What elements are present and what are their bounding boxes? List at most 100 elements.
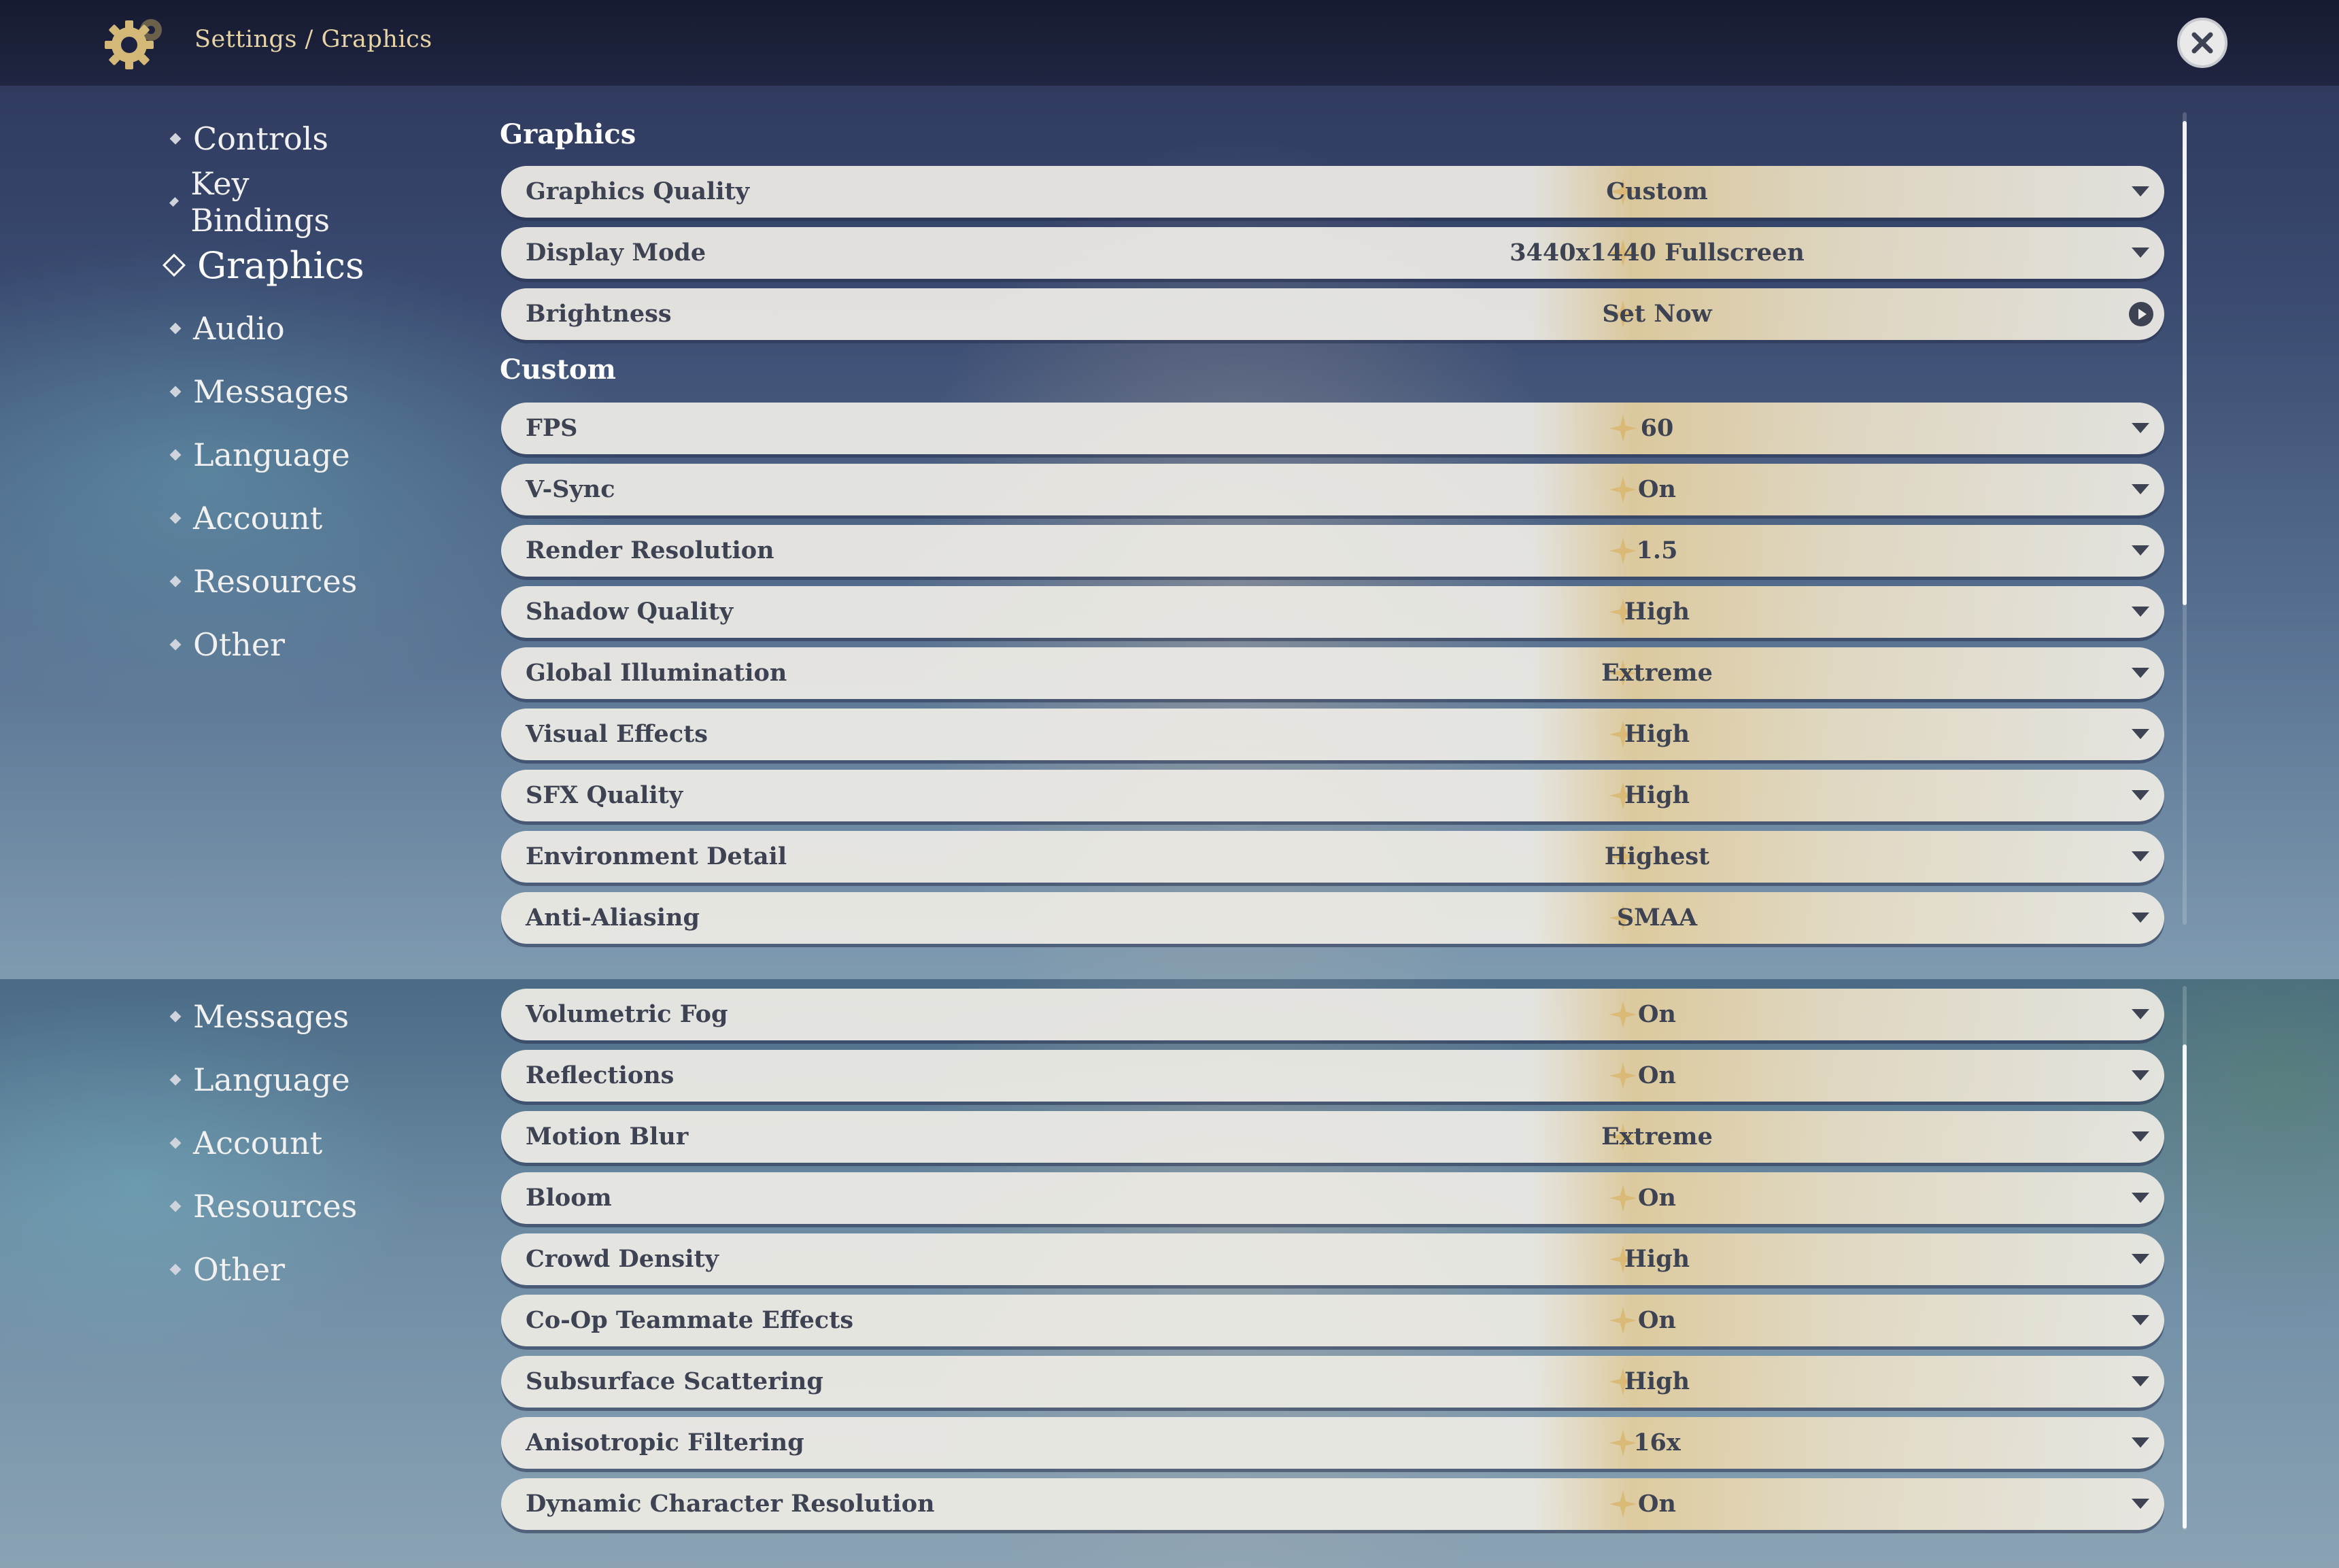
scrollbar-thumb[interactable]	[2183, 1044, 2187, 1529]
setting-value-dropdown[interactable]: High	[1624, 1245, 1690, 1273]
setting-row-fps[interactable]: FPS 60	[501, 403, 2164, 454]
chevron-down-icon[interactable]	[2132, 851, 2149, 862]
diamond-icon	[169, 638, 182, 651]
setting-row-global-illumination[interactable]: Global Illumination Extreme	[501, 647, 2164, 699]
sidebar-item-resources[interactable]: Resources	[169, 558, 358, 605]
chevron-down-icon[interactable]	[2132, 1070, 2149, 1080]
sidebar-item-account[interactable]: Account	[169, 1119, 322, 1167]
chevron-down-icon[interactable]	[2132, 790, 2149, 800]
sidebar-item-other[interactable]: Other	[169, 1246, 285, 1293]
diamond-icon	[169, 512, 182, 524]
setting-value-dropdown[interactable]: On	[1638, 1490, 1676, 1518]
setting-row-anti-aliasing[interactable]: Anti-Aliasing SMAA	[501, 892, 2164, 944]
setting-value-dropdown[interactable]: High	[1624, 720, 1690, 748]
setting-row-sfx-quality[interactable]: SFX Quality High	[501, 770, 2164, 821]
sidebar-item-controls[interactable]: Controls	[169, 115, 328, 163]
chevron-down-icon[interactable]	[2132, 1376, 2149, 1386]
setting-row-co-op-teammate-effects[interactable]: Co-Op Teammate Effects On	[501, 1295, 2164, 1346]
setting-label: Crowd Density	[526, 1245, 719, 1273]
sidebar-item-other[interactable]: Other	[169, 621, 286, 668]
sparkle-icon	[1609, 1307, 1637, 1334]
breadcrumb: Settings / Graphics	[194, 26, 432, 53]
chevron-down-icon[interactable]	[2132, 1193, 2149, 1203]
setting-row-crowd-density[interactable]: Crowd Density High	[501, 1233, 2164, 1285]
chevron-down-icon[interactable]	[2132, 607, 2149, 617]
setting-value-dropdown[interactable]: SMAA	[1616, 904, 1698, 932]
sidebar-item-messages[interactable]: Messages	[169, 368, 349, 415]
setting-value-dropdown[interactable]: High	[1624, 781, 1690, 809]
sparkle-icon	[1609, 660, 1637, 687]
chevron-down-icon[interactable]	[2132, 1009, 2149, 1019]
settings-window-bottom: Messages Language Account Resources Othe…	[0, 979, 2339, 1568]
sidebar-item-account[interactable]: Account	[169, 494, 323, 542]
setting-row-dynamic-character-resolution[interactable]: Dynamic Character Resolution On	[501, 1478, 2164, 1530]
setting-value-dropdown[interactable]: Extreme	[1601, 659, 1713, 687]
setting-value-dropdown[interactable]: Highest	[1604, 842, 1710, 870]
sidebar-item-language[interactable]: Language	[169, 431, 350, 479]
sidebar-item-language[interactable]: Language	[169, 1056, 350, 1104]
scrollbar-thumb[interactable]	[2183, 121, 2187, 605]
sparkle-icon	[1609, 1123, 1637, 1151]
setting-value-dropdown[interactable]: 16x	[1633, 1429, 1681, 1456]
chevron-down-icon[interactable]	[2132, 484, 2149, 494]
sidebar-item-label: Other	[193, 626, 286, 663]
setting-row-subsurface-scattering[interactable]: Subsurface Scattering High	[501, 1356, 2164, 1408]
chevron-down-icon[interactable]	[2132, 668, 2149, 678]
set-now-button[interactable]: Set Now	[1602, 300, 1712, 328]
setting-value-dropdown[interactable]: 60	[1640, 414, 1674, 442]
chevron-down-icon[interactable]	[2132, 913, 2149, 923]
chevron-down-icon[interactable]	[2132, 1254, 2149, 1264]
sidebar-item-messages[interactable]: Messages	[169, 993, 349, 1040]
setting-row-motion-blur[interactable]: Motion Blur Extreme	[501, 1111, 2164, 1163]
chevron-down-icon[interactable]	[2132, 1315, 2149, 1325]
close-button[interactable]	[2177, 18, 2227, 68]
setting-value-dropdown[interactable]: On	[1638, 1184, 1676, 1212]
sidebar-item-label: Account	[193, 500, 323, 536]
setting-row-reflections[interactable]: Reflections On	[501, 1050, 2164, 1102]
setting-value-dropdown[interactable]: On	[1638, 475, 1676, 503]
setting-value-dropdown[interactable]: High	[1624, 598, 1690, 626]
setting-row-graphics-quality[interactable]: Graphics Quality Custom	[501, 166, 2164, 218]
sidebar-item-label: Resources	[193, 1188, 358, 1225]
setting-row-shadow-quality[interactable]: Shadow Quality High	[501, 586, 2164, 638]
setting-value-dropdown[interactable]: 3440x1440 Fullscreen	[1509, 239, 1805, 267]
diamond-icon	[169, 197, 180, 207]
sidebar-item-key-bindings[interactable]: Key Bindings	[169, 165, 332, 239]
sidebar-item-graphics[interactable]: Graphics	[163, 241, 364, 289]
setting-value-dropdown[interactable]: Custom	[1606, 177, 1708, 205]
setting-label: Global Illumination	[526, 659, 787, 687]
setting-row-visual-effects[interactable]: Visual Effects High	[501, 709, 2164, 760]
setting-value-dropdown[interactable]: High	[1624, 1367, 1690, 1395]
setting-value-dropdown[interactable]: On	[1638, 1306, 1676, 1334]
sparkle-icon	[1609, 904, 1637, 932]
setting-label: Reflections	[526, 1061, 675, 1089]
setting-value-dropdown[interactable]: 1.5	[1636, 536, 1678, 564]
diamond-icon	[169, 1010, 182, 1023]
setting-value-dropdown[interactable]: On	[1638, 1061, 1676, 1089]
setting-row-v-sync[interactable]: V-Sync On	[501, 464, 2164, 515]
arrow-right-circle-icon[interactable]	[2129, 302, 2153, 326]
chevron-down-icon[interactable]	[2132, 729, 2149, 739]
setting-label: SFX Quality	[526, 781, 683, 809]
setting-row-environment-detail[interactable]: Environment Detail Highest	[501, 831, 2164, 883]
sparkle-icon	[1609, 1368, 1637, 1395]
setting-label: Co-Op Teammate Effects	[526, 1306, 854, 1334]
chevron-down-icon[interactable]	[2132, 1131, 2149, 1142]
chevron-down-icon[interactable]	[2132, 1499, 2149, 1509]
setting-row-brightness[interactable]: Brightness Set Now	[501, 288, 2164, 340]
setting-row-render-resolution[interactable]: Render Resolution 1.5	[501, 525, 2164, 577]
setting-value-dropdown[interactable]: On	[1638, 1000, 1676, 1028]
chevron-down-icon[interactable]	[2132, 186, 2149, 197]
chevron-down-icon[interactable]	[2132, 423, 2149, 433]
setting-row-anisotropic-filtering[interactable]: Anisotropic Filtering 16x	[501, 1417, 2164, 1469]
setting-row-volumetric-fog[interactable]: Volumetric Fog On	[501, 989, 2164, 1040]
setting-value-dropdown[interactable]: Extreme	[1601, 1123, 1713, 1151]
setting-row-display-mode[interactable]: Display Mode 3440x1440 Fullscreen	[501, 227, 2164, 279]
setting-row-bloom[interactable]: Bloom On	[501, 1172, 2164, 1224]
chevron-down-icon[interactable]	[2132, 248, 2149, 258]
sidebar-item-resources[interactable]: Resources	[169, 1182, 358, 1230]
chevron-down-icon[interactable]	[2132, 545, 2149, 556]
sidebar-item-audio[interactable]: Audio	[169, 305, 285, 352]
chevron-down-icon[interactable]	[2132, 1437, 2149, 1448]
sidebar-item-label: Resources	[193, 563, 358, 600]
